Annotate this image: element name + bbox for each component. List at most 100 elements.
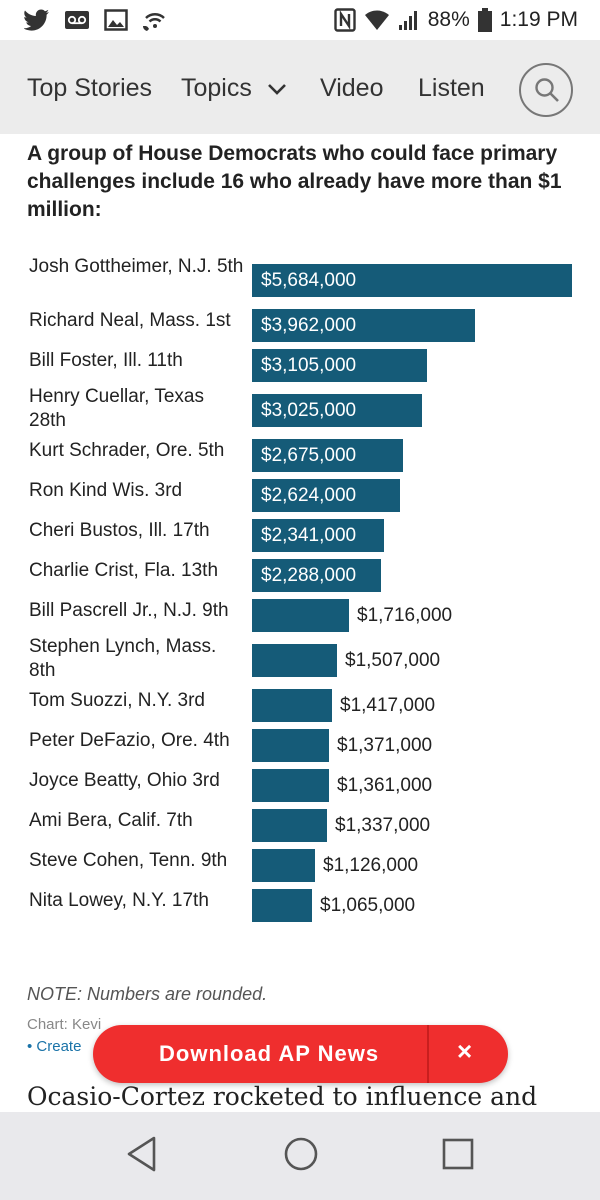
chart-row: Peter DeFazio, Ore. 4th $1,371,000: [0, 725, 600, 765]
chart-row: Steve Cohen, Tenn. 9th $1,126,000: [0, 845, 600, 885]
close-icon: ×: [457, 1036, 473, 1066]
bar-value-label: $1,337,000: [335, 815, 431, 836]
bar-value-label: $1,507,000: [345, 650, 441, 671]
bar-label: Peter DeFazio, Ore. 4th: [29, 730, 230, 751]
home-icon: [284, 1137, 318, 1171]
chart-row: Cheri Bustos, Ill. 17th $2,341,000: [0, 515, 600, 555]
bar: [252, 394, 422, 427]
bar-value-label: $2,288,000: [261, 565, 357, 586]
top-navigation: Top Stories Topics Video Listen: [0, 40, 600, 134]
bar-value-label: $1,126,000: [323, 855, 419, 876]
bar: [252, 264, 572, 297]
chart-credit: Chart: Kevi: [27, 1016, 102, 1033]
bar-value-label: $3,962,000: [261, 315, 357, 336]
article-paragraph: Ocasio-Cortez rocketed to influence and: [27, 1082, 538, 1111]
bar-label: Bill Pascrell Jr., N.J. 9th: [29, 600, 229, 621]
banner-close-button[interactable]: ×: [429, 1025, 508, 1083]
bar-value-label: $2,675,000: [261, 445, 357, 466]
image-icon: [104, 9, 128, 31]
nav-topics[interactable]: Topics: [181, 74, 287, 103]
bar-label: Henry Cuellar, Texas 28th: [29, 386, 204, 431]
bar: [252, 559, 381, 592]
clock: 1:19 PM: [499, 8, 578, 31]
system-navigation-bar: [0, 1112, 600, 1200]
recents-icon: [442, 1138, 474, 1170]
bar: [252, 729, 329, 762]
bar: [252, 644, 337, 677]
bar-label: Josh Gottheimer, N.J. 5th: [29, 256, 244, 277]
bar-value-label: $3,105,000: [261, 355, 357, 376]
chart-row: Josh Gottheimer, N.J. 5th $5,684,000: [0, 255, 600, 305]
bar-value-label: $2,341,000: [261, 525, 357, 546]
chart-row: Henry Cuellar, Texas 28th $3,025,000: [0, 385, 600, 435]
chart-note: NOTE: Numbers are rounded.: [27, 984, 268, 1004]
chart-row: Stephen Lynch, Mass. 8th $1,507,000: [0, 635, 600, 685]
voicemail-icon: [65, 11, 89, 29]
back-button[interactable]: [124, 1134, 158, 1179]
chart-row: Bill Pascrell Jr., N.J. 9th $1,716,000: [0, 595, 600, 635]
chart-row: Ami Bera, Calif. 7th $1,337,000: [0, 805, 600, 845]
bar-label: Ron Kind Wis. 3rd: [29, 480, 183, 501]
bar: [252, 769, 329, 802]
bar: [252, 599, 349, 632]
recents-button[interactable]: [441, 1134, 475, 1179]
search-icon: [535, 78, 559, 102]
chart-row: Joyce Beatty, Ohio 3rd $1,361,000: [0, 765, 600, 805]
bar-value-label: $1,361,000: [337, 775, 433, 796]
back-icon: [127, 1136, 156, 1172]
bar-label: Charlie Crist, Fla. 13th: [29, 560, 219, 581]
bar-value-label: $1,417,000: [340, 695, 436, 716]
bar: [252, 889, 312, 922]
chart-row: Tom Suozzi, N.Y. 3rd $1,417,000: [0, 685, 600, 725]
nav-top-stories[interactable]: Top Stories: [27, 74, 153, 102]
bar-value-label: $1,371,000: [337, 735, 433, 756]
bar-label: Tom Suozzi, N.Y. 3rd: [29, 690, 206, 711]
status-right: 88% 1:19 PM: [334, 8, 578, 32]
nav-video[interactable]: Video: [320, 74, 384, 102]
wifi-icon: [364, 10, 389, 30]
bar-value-label: $5,684,000: [261, 270, 357, 291]
chart-title: A group of House Democrats who could fac…: [27, 142, 562, 221]
chart-row: Charlie Crist, Fla. 13th $2,288,000: [0, 555, 600, 595]
bar-value-label: $1,065,000: [320, 895, 416, 916]
chart-row: Bill Foster, Ill. 11th $3,105,000: [0, 345, 600, 385]
bar: [252, 479, 400, 512]
banner-divider: [427, 1025, 429, 1083]
nav-listen[interactable]: Listen: [418, 74, 485, 102]
bar-label: Nita Lowey, N.Y. 17th: [29, 890, 209, 911]
chart-row: Nita Lowey, N.Y. 17th $1,065,000: [0, 885, 600, 925]
bar-label: Stephen Lynch, Mass. 8th: [29, 636, 217, 681]
bar: [252, 849, 315, 882]
bar-label: Richard Neal, Mass. 1st: [29, 310, 231, 331]
bar-label: Kurt Schrader, Ore. 5th: [29, 440, 225, 461]
home-button[interactable]: [283, 1134, 319, 1179]
twitter-icon: [24, 9, 49, 31]
chart-row: Richard Neal, Mass. 1st $3,962,000: [0, 305, 600, 345]
search-button[interactable]: [519, 63, 573, 117]
download-app-banner: Download AP News ×: [93, 1025, 508, 1083]
created-with-link[interactable]: • Create: [27, 1038, 82, 1055]
bar: [252, 439, 403, 472]
download-ap-news-button[interactable]: Download AP News: [159, 1041, 380, 1066]
bar-label: Cheri Bustos, Ill. 17th: [29, 520, 210, 541]
bar-value-label: $2,624,000: [261, 485, 357, 506]
bar-value-label: $1,716,000: [357, 605, 453, 626]
battery-icon: [477, 8, 492, 32]
bar-label: Steve Cohen, Tenn. 9th: [29, 850, 228, 871]
wifi-calling-icon: [143, 13, 165, 31]
bar: [252, 519, 384, 552]
bar: [252, 689, 332, 722]
bar: [252, 349, 427, 382]
signal-icon: [398, 11, 417, 30]
bar: [252, 809, 327, 842]
bar-label: Joyce Beatty, Ohio 3rd: [29, 770, 220, 791]
battery-percent: 88%: [427, 8, 470, 31]
nfc-icon: [334, 8, 356, 32]
bar-value-label: $3,025,000: [261, 400, 357, 421]
bar-label: Ami Bera, Calif. 7th: [29, 810, 193, 831]
chart-row: Ron Kind Wis. 3rd $2,624,000: [0, 475, 600, 515]
chart-row: Kurt Schrader, Ore. 5th $2,675,000: [0, 435, 600, 475]
status-left-icons: [24, 8, 168, 32]
chevron-down-icon: [267, 84, 286, 96]
nav-topics-label: Topics: [181, 74, 252, 102]
